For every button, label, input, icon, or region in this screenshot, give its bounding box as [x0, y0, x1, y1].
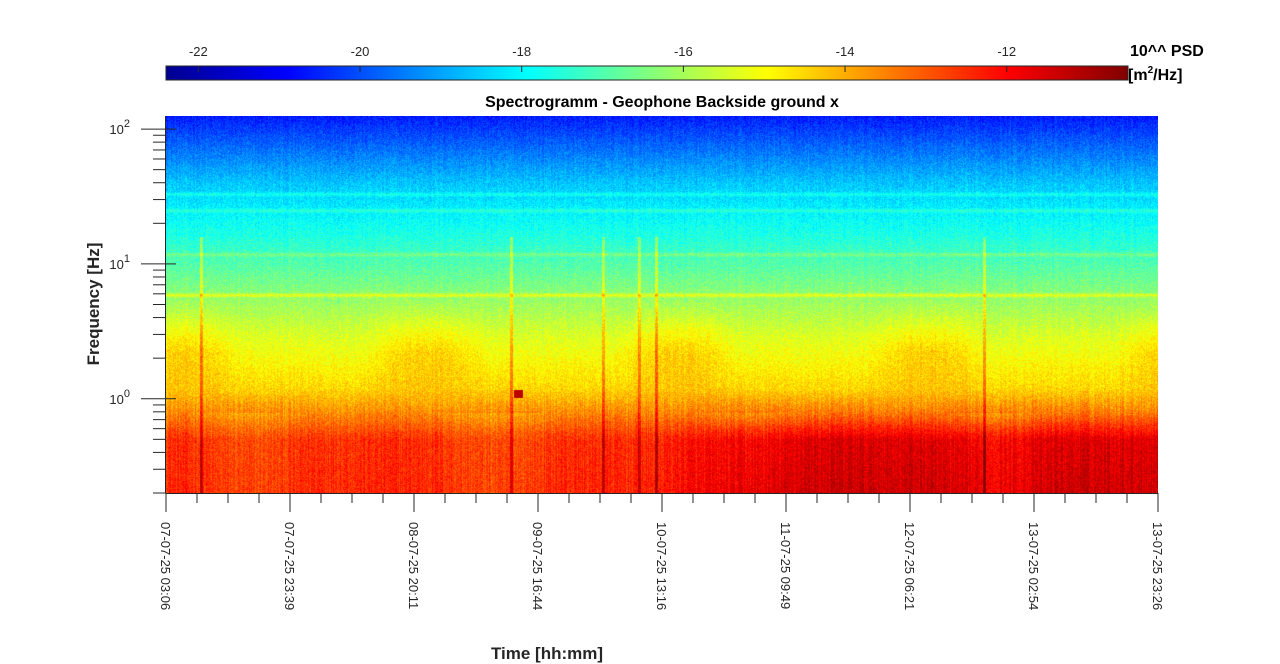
- colorbar-tick-label: -14: [836, 44, 855, 59]
- colorbar-unit-suffix: /Hz]: [1153, 67, 1182, 84]
- colorbar-label-line2: [m2/Hz]: [1128, 65, 1182, 84]
- y-tick-label: 101: [109, 253, 130, 272]
- spectrogram-plot-area: [166, 116, 1158, 493]
- spectrogram-heatmap: [166, 116, 1158, 493]
- colorbar-unit-superscript: 2: [1148, 65, 1154, 76]
- x-axis-ticks: 07-07-25 03:06 07-07-25 23:39 08-07-25 20:…: [158, 493, 1165, 610]
- colorbar-tick-label: -16: [674, 44, 693, 59]
- colorbar-tick-label: -20: [351, 44, 370, 59]
- x-tick-label: 07-07-25 23:39: [282, 522, 297, 610]
- colorbar: -22 -20 -18 -16 -14 -12 10^^ PSD [m2/Hz]: [165, 43, 1204, 84]
- y-tick-label: 100: [109, 388, 130, 407]
- colorbar-unit-prefix: [m: [1128, 67, 1148, 84]
- y-tick-base: 10: [109, 392, 123, 407]
- y-tick-exponent: 0: [124, 388, 130, 400]
- x-tick-label: 12-07-25 06:21: [902, 522, 917, 610]
- y-axis-title: Frequency [Hz]: [84, 243, 103, 366]
- colorbar-gradient: [165, 65, 1129, 81]
- colorbar-label-line1: 10^^ PSD: [1130, 43, 1204, 60]
- chart-title: Spectrogramm - Geophone Backside ground …: [485, 94, 839, 111]
- x-tick-label: 13-07-25 02:54: [1026, 522, 1041, 610]
- x-tick-label: 07-07-25 03:06: [158, 522, 173, 610]
- x-tick-label: 10-07-25 13:16: [654, 522, 669, 610]
- x-tick-label: 08-07-25 20:11: [406, 522, 421, 609]
- y-tick-base: 10: [109, 257, 123, 272]
- y-tick-exponent: 1: [124, 253, 130, 265]
- x-tick-label: 09-07-25 16:44: [530, 522, 545, 610]
- colorbar-ticks: -22 -20 -18 -16 -14 -12: [189, 44, 1016, 72]
- y-tick-label: 102: [109, 118, 130, 137]
- y-tick-base: 10: [109, 122, 123, 137]
- colorbar-tick-label: -18: [512, 44, 531, 59]
- x-tick-label: 13-07-25 23:26: [1150, 522, 1165, 610]
- y-tick-exponent: 2: [124, 118, 130, 130]
- colorbar-tick-label: -12: [997, 44, 1016, 59]
- colorbar-tick-label: -22: [189, 44, 208, 59]
- x-tick-label: 11-07-25 09:49: [778, 522, 793, 609]
- x-axis-title: Time [hh:mm]: [491, 644, 603, 663]
